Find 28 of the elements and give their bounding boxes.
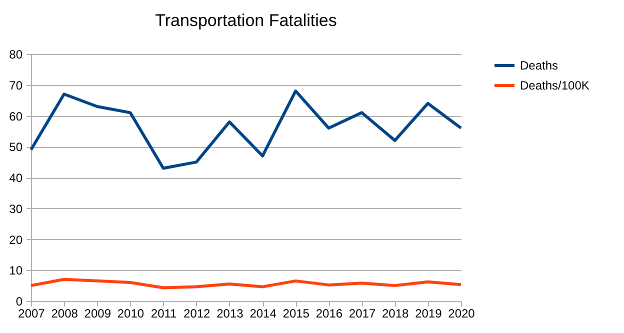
x-tick-label: 2013 (216, 306, 244, 320)
line-series (30, 278, 462, 290)
y-tick-label: 10 (9, 264, 23, 278)
chart-title: Transportation Fatalities (155, 11, 337, 30)
x-tick-label: 2009 (84, 306, 112, 320)
y-tick-label: 60 (9, 109, 23, 124)
x-tick-label: 2012 (184, 306, 211, 320)
x-tick-label: 2007 (18, 306, 46, 320)
legend-label: Deaths/100K (520, 78, 590, 92)
x-tick-label: 2014 (250, 306, 277, 320)
x-tick-label: 2016 (316, 306, 343, 320)
y-tick-label: 40 (9, 171, 23, 185)
x-tick-label: 2010 (117, 306, 144, 320)
y-tick-label: 0 (16, 294, 23, 308)
x-tick-label: 2008 (51, 306, 78, 320)
x-tick-label: 2020 (448, 306, 476, 320)
y-tick-label: 30 (9, 202, 23, 216)
y-tick-label: 20 (9, 232, 23, 247)
line-series (30, 90, 462, 170)
y-tick-label: 70 (9, 78, 23, 92)
y-tick-label: 50 (9, 140, 23, 154)
x-tick-label: 2011 (150, 306, 178, 320)
x-tick-label: 2017 (348, 306, 376, 320)
x-tick-label: 2018 (382, 306, 410, 320)
legend-label: Deaths (520, 58, 558, 72)
y-tick-label: 80 (9, 48, 23, 62)
x-tick-label: 2015 (282, 306, 310, 320)
x-tick-label: 2019 (415, 306, 442, 320)
